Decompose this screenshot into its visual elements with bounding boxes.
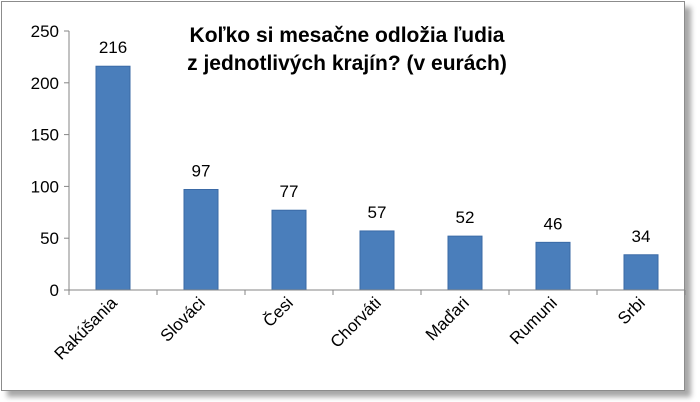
data-label: 97 [192, 162, 211, 181]
category-label: Maďari [422, 293, 473, 344]
category-label: Rakúšania [51, 293, 122, 364]
bar-chart: Koľko si mesačne odložia ľudia z jednotl… [31, 22, 686, 364]
category-label: Rumuni [506, 293, 561, 348]
chart-frame: Koľko si mesačne odložia ľudia z jednotl… [1, 1, 686, 391]
y-tick-label: 50 [40, 229, 59, 248]
data-label: 46 [544, 214, 563, 233]
chart-title-line-2: z jednotlivých krajín? (v eurách) [187, 52, 507, 75]
y-tick-label: 150 [31, 126, 59, 145]
y-tick-label: 0 [50, 281, 59, 300]
y-tick-label: 100 [31, 177, 59, 196]
category-label: Srbi [614, 293, 649, 328]
bar-1 [95, 65, 131, 291]
data-label: 57 [368, 203, 387, 222]
data-label: 77 [280, 182, 299, 201]
category-label: Česi [259, 293, 296, 330]
data-label: 52 [456, 208, 475, 227]
bar-4 [359, 230, 395, 291]
bar-7 [623, 254, 659, 291]
category-label: Chorváti [327, 293, 385, 351]
bar-5 [447, 235, 483, 291]
y-tick-label: 250 [31, 22, 59, 41]
data-label: 216 [99, 38, 127, 57]
chart-title-line-1: Koľko si mesačne odložia ľudia [190, 24, 505, 47]
y-tick-label: 200 [31, 74, 59, 93]
bar-3 [271, 209, 307, 291]
bar-2 [183, 189, 219, 291]
category-label: Slováci [157, 293, 209, 345]
data-label: 34 [632, 227, 651, 246]
bar-6 [535, 241, 571, 291]
